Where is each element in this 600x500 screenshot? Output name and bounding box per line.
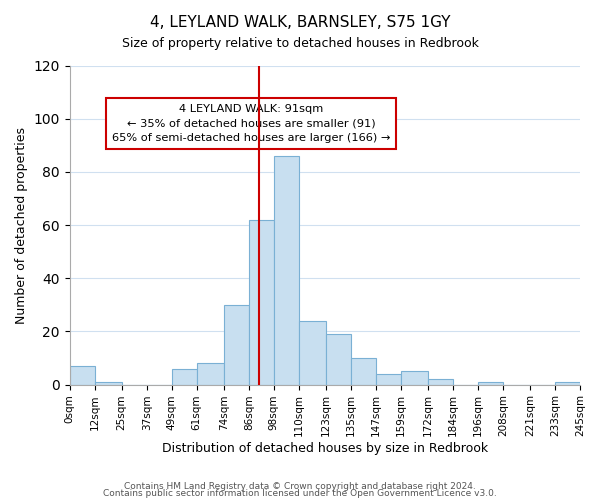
Y-axis label: Number of detached properties: Number of detached properties bbox=[15, 126, 28, 324]
Text: Size of property relative to detached houses in Redbrook: Size of property relative to detached ho… bbox=[122, 38, 478, 51]
Bar bbox=[478, 382, 503, 384]
Text: Contains public sector information licensed under the Open Government Licence v3: Contains public sector information licen… bbox=[103, 489, 497, 498]
Bar bbox=[299, 321, 326, 384]
Bar bbox=[172, 368, 197, 384]
Bar bbox=[274, 156, 299, 384]
Text: 4 LEYLAND WALK: 91sqm
← 35% of detached houses are smaller (91)
65% of semi-deta: 4 LEYLAND WALK: 91sqm ← 35% of detached … bbox=[112, 104, 390, 144]
Bar bbox=[428, 380, 453, 384]
Bar bbox=[555, 382, 580, 384]
Bar bbox=[95, 382, 122, 384]
Bar bbox=[351, 358, 376, 384]
Text: 4, LEYLAND WALK, BARNSLEY, S75 1GY: 4, LEYLAND WALK, BARNSLEY, S75 1GY bbox=[150, 15, 450, 30]
Bar bbox=[326, 334, 351, 384]
Bar bbox=[197, 364, 224, 384]
Bar bbox=[376, 374, 401, 384]
Bar bbox=[401, 372, 428, 384]
Text: Contains HM Land Registry data © Crown copyright and database right 2024.: Contains HM Land Registry data © Crown c… bbox=[124, 482, 476, 491]
X-axis label: Distribution of detached houses by size in Redbrook: Distribution of detached houses by size … bbox=[162, 442, 488, 455]
Bar bbox=[70, 366, 95, 384]
Bar bbox=[224, 305, 249, 384]
Bar bbox=[249, 220, 274, 384]
